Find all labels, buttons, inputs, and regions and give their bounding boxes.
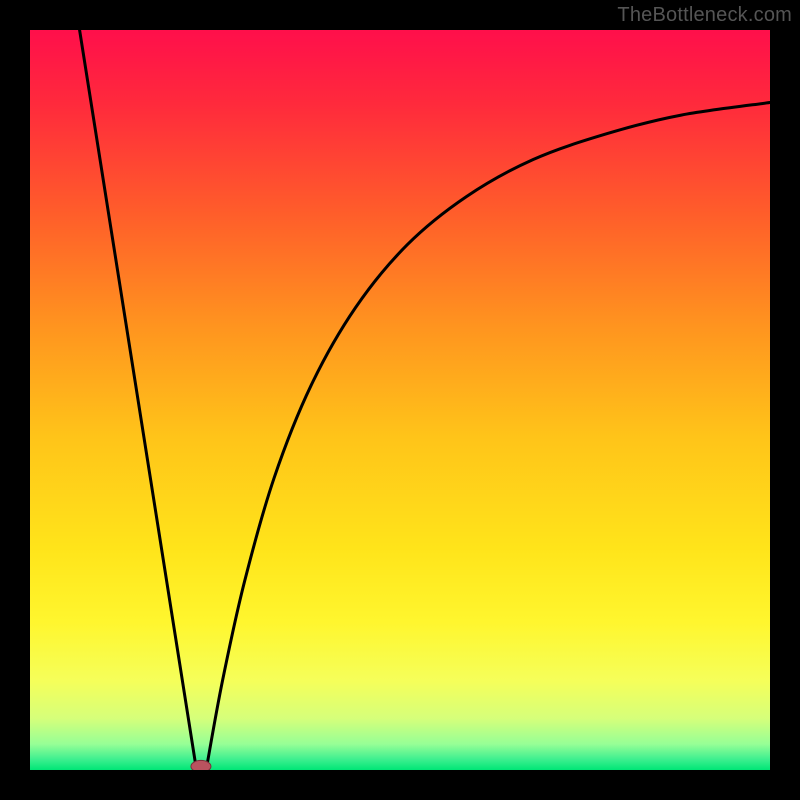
curves-layer — [30, 30, 770, 770]
curve-left — [80, 30, 197, 770]
curve-right — [206, 103, 770, 770]
plot-area — [30, 30, 770, 770]
chart-container: TheBottleneck.com — [0, 0, 800, 800]
watermark-text: TheBottleneck.com — [617, 4, 792, 27]
minimum-marker — [191, 760, 211, 770]
